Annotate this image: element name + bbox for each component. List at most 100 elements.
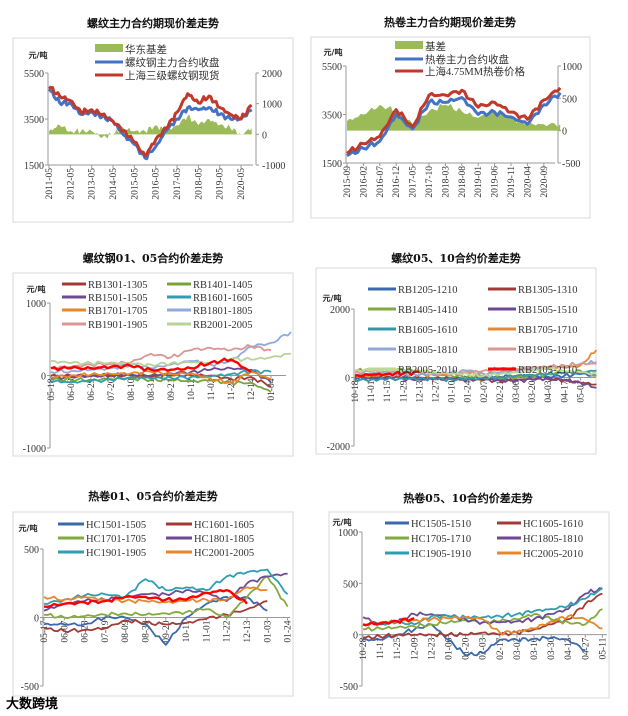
y-tick-label: 1000 <box>338 528 358 539</box>
y-tick-label: 1000 <box>26 299 46 310</box>
y2-tick-label: 1000 <box>262 100 282 111</box>
unit-label: 元/吨 <box>19 523 38 533</box>
legend-label: RB1801-1805 <box>193 306 253 317</box>
x-tick-label: 2019-01 <box>474 166 484 198</box>
chart-title: 螺纹主力合约期现价差走势 <box>87 16 219 30</box>
legend-label: RB1305-1310 <box>518 285 578 296</box>
y2-tick-label: 1000 <box>562 62 582 73</box>
legend-label: 螺纹钢主力合约收盘 <box>125 56 220 69</box>
x-tick-label: 04-27 <box>581 637 591 659</box>
y-tick-label: 0 <box>345 374 350 385</box>
hc1901-1905-series <box>43 568 289 605</box>
x-tick-label: 08-10 <box>127 378 137 400</box>
legend-label: HC2001-2005 <box>194 548 254 559</box>
legend-label: RB1601-1605 <box>193 293 253 304</box>
rb1401-1405-series <box>50 376 272 393</box>
--series <box>48 85 253 158</box>
y-tick-label: 500 <box>24 545 39 556</box>
legend-swatch <box>95 44 123 52</box>
x-tick-label: 05-17 <box>40 620 50 642</box>
legend-label: RB2001-2005 <box>193 320 253 331</box>
x-tick-label: 2020-09 <box>540 166 550 198</box>
legend-label: RB1501-1505 <box>88 293 148 304</box>
basis-area <box>49 114 252 139</box>
x-tick-label: 2018-03 <box>441 166 451 198</box>
legend-label: RB1401-1405 <box>193 280 253 291</box>
x-tick-label: 2016-07 <box>376 166 386 198</box>
y-tick-label: -1000 <box>23 444 46 455</box>
legend-label: RB1605-1610 <box>398 325 458 336</box>
x-tick-label: 04-03 <box>544 380 554 402</box>
x-tick-label: 08-09 <box>121 620 131 642</box>
x-tick-label: 11-02 <box>207 378 217 400</box>
x-tick-label: 07-19 <box>101 620 111 642</box>
chart-title: 螺纹05、10合约价差走势 <box>391 251 521 265</box>
x-tick-label: 12-23 <box>427 637 437 659</box>
legend-label: RB1205-1210 <box>398 285 458 296</box>
legend-label: RB1805-1810 <box>398 345 458 356</box>
x-tick-label: 11-29 <box>399 380 409 402</box>
y2-tick-label: 2000 <box>262 69 282 80</box>
y-tick-label: 0 <box>41 372 46 383</box>
y2-tick-label: 500 <box>562 94 577 105</box>
rb2105-2110-series <box>354 370 420 378</box>
y-tick-label: 1500 <box>322 159 342 170</box>
x-tick-label: 2020-05 <box>237 168 247 200</box>
y2-tick-label: 0 <box>562 127 567 138</box>
y-tick-label: -2000 <box>327 442 350 453</box>
chart-frame <box>315 267 597 455</box>
x-tick-label: 04-13 <box>564 637 574 659</box>
y2-tick-label: 0 <box>262 130 267 141</box>
legend-label: 上海三级螺纹钢现货 <box>125 69 220 82</box>
legend-label: HC1901-1905 <box>86 548 146 559</box>
legend-label: RB1505-1510 <box>518 305 578 316</box>
legend-label: HC1505-1510 <box>411 519 471 530</box>
x-tick-label: 03-20 <box>528 380 538 402</box>
x-tick-label: 2018-05 <box>194 168 204 200</box>
x-tick-label: 07-20 <box>107 378 117 400</box>
x-tick-label: 2015-05 <box>130 168 140 200</box>
x-tick-label: 10-18 <box>351 380 361 402</box>
x-tick-label: 12-13 <box>243 620 253 642</box>
-4-75mm--series <box>346 86 562 155</box>
unit-label: 元/吨 <box>324 47 343 57</box>
legend-label: RB1905-1910 <box>518 345 578 356</box>
y-tick-label: 5500 <box>322 62 342 73</box>
x-tick-label: 05-18 <box>47 378 57 400</box>
--series <box>346 91 562 158</box>
hc1701-1705-series <box>43 575 289 620</box>
x-tick-label: 2016-12 <box>392 166 402 198</box>
rb1901-1905-series <box>50 344 272 370</box>
legend-label: HC1905-1910 <box>411 549 471 560</box>
y-tick-label: 3500 <box>24 115 44 126</box>
legend-label: 热卷主力合约收盘 <box>425 53 509 66</box>
x-tick-label: 01-24 <box>284 620 294 642</box>
rb1605-1610-series <box>354 369 597 383</box>
legend-label: HC1801-1805 <box>194 534 254 545</box>
x-tick-label: 05-01 <box>576 380 586 402</box>
legend-label: HC1805-1810 <box>523 534 583 545</box>
x-tick-label: 09-21 <box>167 378 177 400</box>
y2-tick-label: -500 <box>562 159 580 170</box>
unit-label: 元/吨 <box>333 517 352 527</box>
x-tick-label: 03-30 <box>547 637 557 659</box>
x-tick-label: 05-11 <box>598 637 608 659</box>
x-tick-label: 2014-05 <box>109 168 119 200</box>
x-tick-label: 01-24 <box>464 380 474 402</box>
chart-title: 螺纹钢01、05合约价差走势 <box>83 251 224 265</box>
x-tick-label: 11-01 <box>202 620 212 642</box>
x-tick-label: 06-29 <box>87 378 97 400</box>
unlabeled-series <box>43 588 248 609</box>
x-tick-label: 04-17 <box>560 380 570 402</box>
x-tick-label: 10-28 <box>359 637 369 659</box>
legend-label: RB1301-1305 <box>88 280 148 291</box>
x-tick-label: 2017-10 <box>425 166 435 198</box>
x-tick-label: 2011-05 <box>45 168 55 200</box>
x-tick-label: 12-27 <box>432 380 442 402</box>
x-tick-label: 2019-05 <box>216 168 226 200</box>
